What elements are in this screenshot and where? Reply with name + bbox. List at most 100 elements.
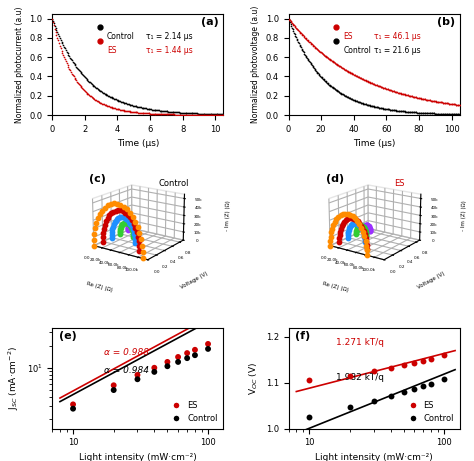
Point [443,110,450,118]
Point [294,26,301,33]
Point [79,71,86,78]
Point [356,74,364,82]
Point [325,81,333,88]
Point [59,40,66,47]
Text: (f): (f) [295,331,310,341]
Point [401,91,409,98]
Point [332,86,340,94]
Point [214,111,222,118]
Point [440,110,448,118]
Point [204,111,212,118]
Point [433,110,441,117]
Point [72,62,79,69]
Point [349,96,357,103]
Point [346,95,354,102]
Text: α = 0.984: α = 0.984 [103,366,148,375]
Point [195,110,202,117]
Point [121,107,128,114]
Point [406,92,413,100]
Point [394,89,401,96]
Point [418,95,426,102]
Point [306,377,313,384]
Point [174,109,182,116]
Point [80,73,88,80]
Point [334,61,342,69]
Point [85,91,93,99]
Point [158,111,166,118]
Point [379,84,386,91]
Point [326,56,334,63]
Point [389,87,397,95]
Point [333,60,340,68]
Point [309,63,316,70]
Point [305,58,313,65]
Point [389,106,396,114]
Point [130,108,138,116]
Point [107,103,114,111]
Point [101,90,109,97]
Point [329,58,337,65]
Point [147,106,155,113]
Point [392,107,400,114]
Text: (b): (b) [437,17,455,27]
Text: α = 0.988: α = 0.988 [103,348,148,357]
Point [311,43,319,51]
Point [387,87,395,94]
Point [104,102,112,110]
Point [135,109,143,116]
Point [430,97,438,105]
Point [310,42,317,49]
Point [397,107,404,115]
Point [131,102,138,110]
Point [415,109,423,116]
Point [149,110,156,118]
Point [374,104,382,111]
Point [201,110,208,118]
Point [81,74,89,81]
Point [58,47,65,54]
Point [55,40,63,47]
Point [134,371,141,378]
Point [328,57,335,64]
Point [295,27,302,35]
Point [164,108,172,115]
Point [308,62,316,69]
Point [346,372,354,379]
Point [433,98,440,105]
Point [316,48,324,55]
Point [100,89,108,97]
Point [383,106,391,113]
Point [143,110,151,117]
Point [358,100,366,107]
Point [340,65,348,73]
X-axis label: Time (μs): Time (μs) [353,139,395,148]
Point [306,414,313,421]
Point [187,110,194,117]
Point [376,83,384,90]
Point [433,98,441,106]
Point [185,111,193,118]
Point [303,54,311,62]
Point [319,50,326,57]
Point [188,111,195,118]
Point [302,53,310,61]
Point [398,90,406,97]
Point [307,60,314,67]
Point [158,111,165,118]
Point [208,110,215,118]
Point [82,88,90,95]
Point [450,111,458,118]
Point [428,110,436,117]
Point [299,32,307,39]
Point [386,87,394,94]
Point [375,82,383,89]
Point [135,103,143,111]
Y-axis label: Normalized photovoltage (a.u): Normalized photovoltage (a.u) [251,6,260,123]
Text: (e): (e) [59,331,77,341]
Point [65,53,73,60]
Point [157,110,164,118]
Point [439,110,447,118]
Point [138,104,146,111]
Point [115,106,122,113]
Point [71,74,78,82]
